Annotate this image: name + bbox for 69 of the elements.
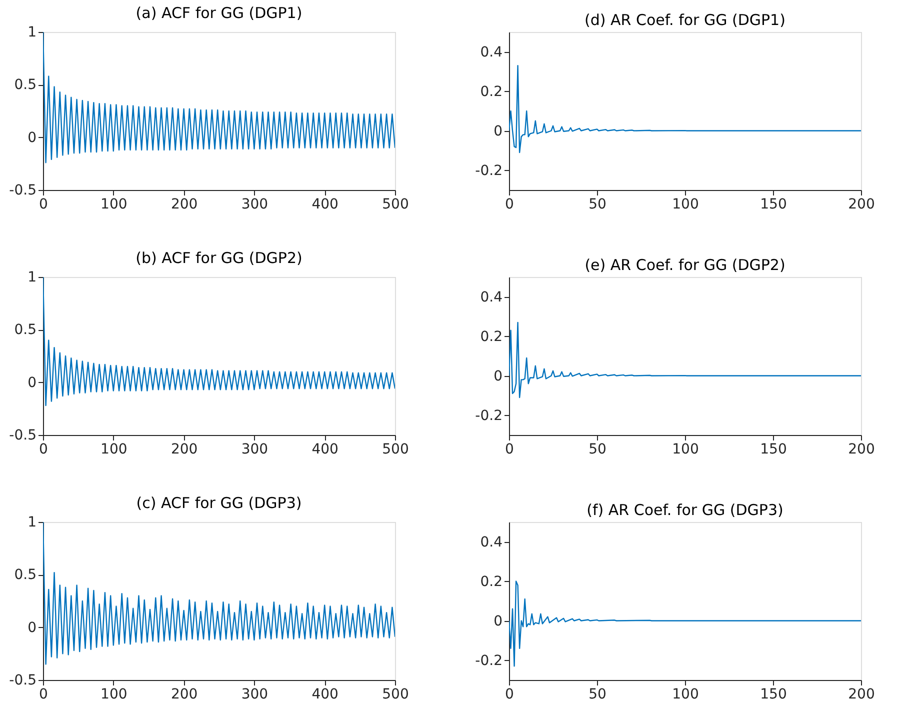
y-tick-label: 0: [28, 620, 36, 636]
x-tick-label: 300: [241, 442, 268, 458]
x-tick-label: 100: [100, 442, 128, 458]
x-tick-label: 0: [505, 442, 514, 458]
y-tick-label: 0.5: [14, 77, 36, 94]
line-series: [43, 277, 395, 406]
x-tick-label: 50: [588, 686, 606, 702]
y-tick-label: -0.5: [9, 182, 36, 198]
x-tick-label: 150: [760, 442, 787, 458]
line-series: [509, 322, 861, 398]
x-tick-label: 200: [170, 686, 198, 702]
chart-title: (f) AR Coef. for GG (DGP3): [586, 501, 784, 519]
x-tick-label: 200: [848, 196, 875, 212]
chart-title: (a) ACF for GG (DGP1): [136, 4, 302, 22]
y-tick-label: 0.2: [480, 574, 502, 590]
y-tick-label: 1: [28, 514, 36, 530]
x-tick-label: 500: [382, 196, 409, 212]
line-series: [43, 32, 395, 164]
x-tick-label: 400: [312, 686, 338, 702]
x-tick-label: 200: [170, 442, 198, 458]
chart-title: (c) ACF for GG (DGP3): [136, 494, 302, 512]
y-tick-label: 0.5: [14, 567, 36, 584]
y-tick-label: 0.2: [480, 84, 502, 100]
x-tick-label: 400: [312, 442, 338, 458]
x-tick-label: 50: [588, 442, 606, 458]
y-tick-label: 0.4: [480, 289, 503, 306]
x-tick-label: 0: [505, 196, 514, 212]
x-tick-label: 100: [100, 686, 128, 702]
x-tick-label: 100: [672, 686, 699, 702]
x-tick-label: 150: [760, 686, 787, 702]
x-tick-label: 200: [848, 442, 875, 458]
y-tick-label: -0.2: [475, 408, 502, 424]
x-tick-label: 500: [382, 686, 409, 702]
x-tick-label: 150: [760, 196, 787, 212]
y-tick-label: -0.5: [9, 428, 36, 444]
x-tick-label: 200: [848, 686, 875, 702]
y-tick-label: 0.4: [480, 534, 503, 550]
y-tick-label: 0: [494, 368, 502, 384]
y-tick-label: 1: [28, 24, 36, 40]
x-tick-label: 100: [672, 196, 699, 212]
x-tick-label: 100: [672, 442, 699, 458]
y-tick-label: -0.2: [475, 162, 502, 179]
x-tick-label: 0: [39, 442, 48, 458]
x-tick-label: 50: [588, 196, 606, 212]
x-tick-label: 100: [100, 196, 128, 212]
y-tick-label: 0: [494, 613, 502, 630]
x-tick-label: 500: [382, 442, 409, 458]
y-tick-label: 1: [28, 270, 36, 286]
line-series: [43, 522, 395, 665]
x-tick-label: 0: [505, 686, 514, 702]
x-tick-label: 200: [170, 196, 198, 212]
line-series: [509, 64, 861, 154]
y-tick-label: 0.5: [14, 322, 36, 338]
chart-title: (e) AR Coef. for GG (DGP2): [584, 256, 786, 274]
y-tick-label: 0: [28, 374, 36, 391]
chart-title: (d) AR Coef. for GG (DGP1): [584, 11, 786, 29]
chart-title: (b) ACF for GG (DGP2): [136, 249, 302, 267]
x-tick-label: 300: [241, 686, 268, 702]
y-tick-label: -0.2: [475, 652, 502, 669]
y-tick-label: 0.4: [480, 44, 503, 60]
line-series: [509, 580, 861, 667]
y-tick-label: 0: [494, 123, 502, 140]
x-tick-label: 0: [39, 686, 48, 702]
x-tick-label: 400: [312, 196, 338, 212]
x-tick-label: 0: [39, 196, 48, 212]
x-tick-label: 300: [241, 196, 268, 212]
y-tick-label: 0.2: [480, 328, 502, 345]
y-tick-label: 0: [28, 130, 36, 146]
y-tick-label: -0.5: [9, 672, 36, 688]
